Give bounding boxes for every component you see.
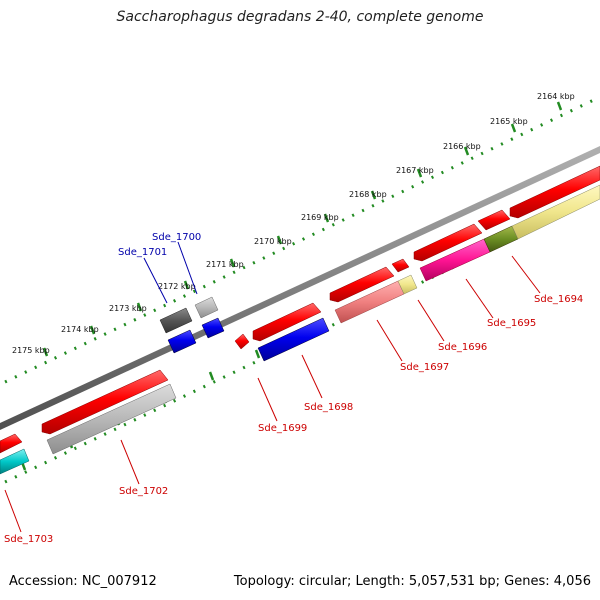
kbp-label: 2170 kbp [254,237,292,246]
gene-box [483,225,519,253]
kbp-label: 2169 kbp [301,213,339,222]
gene-arrow [391,258,410,273]
gene-arrow [252,302,322,342]
topology-text: Topology: circular; Length: 5,057,531 bp… [233,574,591,589]
gene-box [511,184,600,240]
kbp-label: 2175 kbp [12,346,50,355]
outer-major-ticks [42,101,563,357]
gene-box [201,317,225,339]
gene-label: Sde_1702 [119,486,168,497]
gene-label: Sde_1697 [400,362,449,373]
kbp-label: 2174 kbp [61,325,99,334]
gene-arrow [41,369,169,435]
kbp-labels: 2164 kbp 2165 kbp 2166 kbp 2167 kbp 2168… [12,92,575,355]
gene-box [397,274,418,295]
gene-label: Sde_1699 [258,423,307,434]
kbp-label: 2168 kbp [349,190,387,199]
kbp-label: 2167 kbp [396,166,434,175]
gene-labels: Sde_1694 Sde_1695 Sde_1696 Sde_1697 Sde_… [4,232,583,545]
isolated-genes [159,296,225,354]
gene-arrow [329,266,395,303]
gene-box [194,296,219,319]
gene-label: Sde_1698 [304,402,353,413]
kbp-label: 2172 kbp [158,282,196,291]
gene-box [257,317,330,362]
gene-arrow [234,333,250,350]
gene-label: Sde_1694 [534,294,583,305]
map-title: Saccharophagus degradans 2-40, complete … [116,9,484,25]
genome-backbone [0,146,600,430]
gene-box [46,383,177,455]
accession-text: Accession: NC_007912 [9,574,157,589]
gene-label: Sde_1696 [438,342,487,353]
gene-arrow [477,209,511,231]
gene-label: Sde_1701 [118,247,167,258]
gene-label: Sde_1703 [4,534,53,545]
forward-genes [0,165,600,454]
gene-arrow [509,165,600,219]
gene-label: Sde_1700 [152,232,201,243]
gene-box [167,329,197,354]
kbp-label: 2165 kbp [490,117,528,126]
reverse-genes [0,184,600,475]
kbp-label: 2164 kbp [537,92,575,101]
gene-arrow [0,433,23,454]
gene-box [159,307,193,334]
kbp-label: 2173 kbp [109,304,147,313]
kbp-label: 2166 kbp [443,142,481,151]
label-connectors [4,241,541,533]
gene-label: Sde_1695 [487,318,536,329]
gene-arrow [413,223,483,262]
gene-box [0,448,30,475]
kbp-label: 2171 kbp [206,260,244,269]
